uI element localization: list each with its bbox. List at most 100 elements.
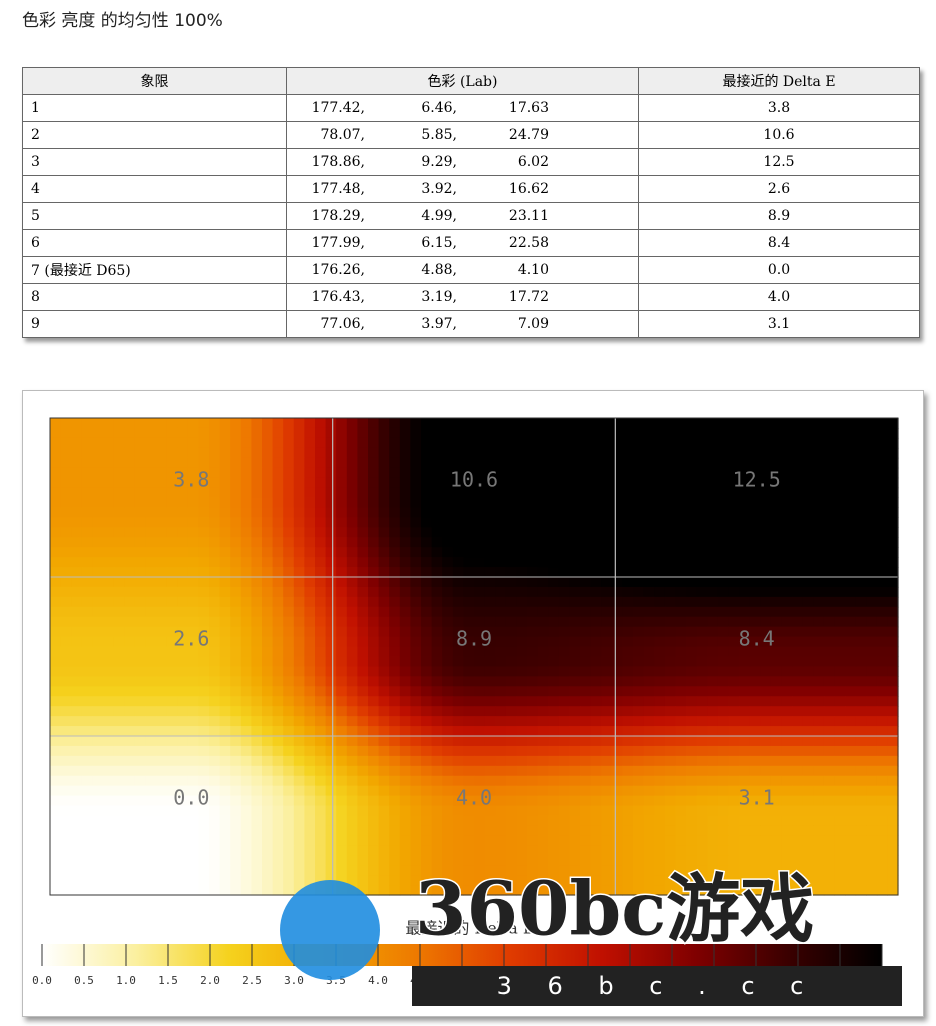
- heat-pixel: [399, 577, 411, 588]
- heat-pixel: [686, 626, 698, 638]
- heat-pixel: [537, 427, 549, 439]
- heat-pixel: [696, 805, 708, 817]
- heat-pixel: [516, 805, 528, 817]
- heat-pixel: [198, 736, 210, 747]
- heat-pixel: [452, 497, 464, 509]
- heat-pixel: [463, 646, 475, 658]
- heat-pixel: [474, 507, 486, 518]
- heat-pixel: [166, 805, 178, 817]
- heat-pixel: [81, 775, 93, 787]
- heat-pixel: [410, 825, 422, 836]
- heat-pixel: [410, 805, 422, 817]
- heat-pixel: [124, 845, 136, 856]
- heat-pixel: [802, 557, 814, 568]
- heat-pixel: [558, 835, 570, 846]
- heat-pixel: [166, 616, 178, 628]
- heat-pixel: [474, 427, 486, 439]
- heat-pixel: [792, 577, 804, 588]
- heat-pixel: [622, 497, 634, 509]
- heat-pixel: [823, 706, 835, 717]
- heat-pixel: [421, 706, 433, 717]
- heat-pixel: [421, 517, 433, 528]
- heat-pixel: [283, 666, 295, 677]
- heat-pixel: [749, 547, 761, 558]
- heat-pixel: [113, 577, 125, 588]
- heat-pixel: [81, 765, 93, 777]
- heat-pixel: [346, 437, 358, 449]
- heat-pixel: [325, 785, 337, 797]
- heat-pixel: [866, 845, 878, 856]
- heat-pixel: [60, 537, 72, 548]
- heat-pixel: [876, 507, 888, 518]
- heat-pixel: [71, 527, 83, 538]
- heat-pixel: [368, 845, 380, 856]
- heat-pixel: [368, 676, 380, 687]
- heat-pixel: [505, 606, 517, 618]
- heat-pixel: [431, 745, 443, 757]
- heat-pixel: [177, 885, 189, 896]
- heat-pixel: [845, 726, 857, 737]
- heat-pixel: [389, 596, 401, 608]
- heat-pixel: [749, 855, 761, 866]
- heat-pixel: [834, 447, 846, 459]
- heat-pixel: [633, 616, 645, 628]
- heat-pixel: [845, 437, 857, 449]
- heat-pixel: [802, 835, 814, 846]
- heat-pixel: [452, 785, 464, 797]
- heat-pixel: [792, 875, 804, 886]
- heat-pixel: [240, 447, 252, 459]
- heat-pixel: [368, 805, 380, 817]
- heat-pixel: [71, 507, 83, 518]
- heat-pixel: [389, 825, 401, 836]
- heat-pixel: [845, 636, 857, 648]
- heat-pixel: [134, 636, 146, 648]
- heat-pixel: [463, 795, 475, 807]
- heat-pixel: [601, 865, 613, 876]
- heat-pixel: [739, 527, 751, 538]
- heat-pixel: [516, 626, 528, 638]
- heat-pixel: [60, 835, 72, 846]
- heat-pixel: [728, 755, 740, 767]
- heat-pixel: [156, 636, 168, 648]
- heat-pixel: [209, 427, 221, 439]
- heat-pixel: [611, 885, 623, 896]
- heat-pixel: [558, 775, 570, 787]
- heat-pixel: [92, 865, 104, 876]
- heat-pixel: [283, 815, 295, 827]
- heat-pixel: [558, 437, 570, 449]
- heat-pixel: [781, 577, 793, 588]
- heat-pixel: [516, 845, 528, 856]
- heat-pixel: [580, 676, 592, 687]
- heat-pixel: [834, 885, 846, 896]
- heat-pixel: [272, 755, 284, 767]
- heat-pixel: [209, 586, 221, 598]
- heat-pixel: [823, 418, 835, 429]
- heat-pixel: [611, 457, 623, 469]
- heat-pixel: [707, 577, 719, 588]
- heat-pixel: [707, 706, 719, 717]
- heat-pixel: [463, 586, 475, 598]
- heat-pixel: [156, 845, 168, 856]
- table-header: 最接近的 Delta E: [638, 67, 920, 95]
- heat-pixel: [813, 497, 825, 509]
- heat-pixel: [802, 845, 814, 856]
- heat-pixel: [399, 567, 411, 578]
- heat-pixel: [760, 795, 772, 807]
- heat-pixel: [113, 696, 125, 707]
- heat-pixel: [124, 467, 136, 479]
- heat-pixel: [813, 527, 825, 538]
- heat-pixel: [834, 437, 846, 449]
- heat-pixel: [866, 686, 878, 697]
- heat-pixel: [633, 875, 645, 886]
- heat-pixel: [156, 686, 168, 697]
- heat-pixel: [315, 716, 327, 727]
- heat-pixel: [580, 497, 592, 509]
- heat-pixel: [792, 765, 804, 777]
- heat-pixel: [601, 726, 613, 737]
- heat-pixel: [177, 726, 189, 737]
- heat-pixel: [622, 577, 634, 588]
- heat-pixel: [770, 855, 782, 866]
- heat-pixel: [410, 646, 422, 658]
- heat-pixel: [134, 835, 146, 846]
- heat-pixel: [717, 586, 729, 598]
